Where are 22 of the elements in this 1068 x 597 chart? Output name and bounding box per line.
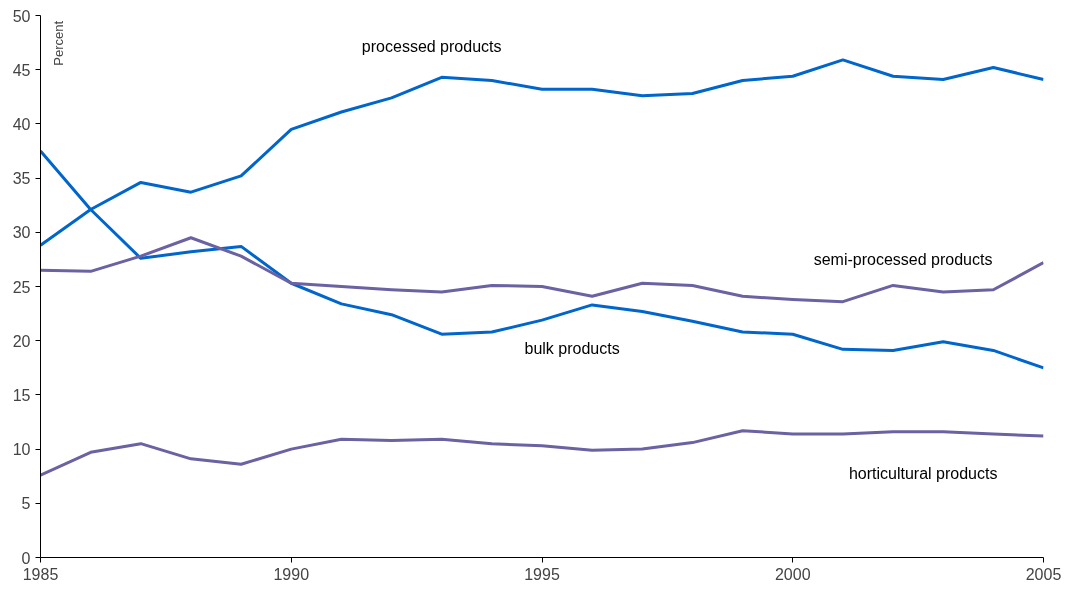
y-tick-label: 0 <box>21 549 31 567</box>
series-label: processed products <box>361 37 502 55</box>
y-tick-label: 5 <box>21 495 31 513</box>
line-series <box>40 236 1044 304</box>
x-tick-label: 2005 <box>1025 565 1062 583</box>
y-tick-label: 25 <box>12 278 31 296</box>
y-axis-title: Percent <box>50 20 66 66</box>
y-tick-label: 20 <box>12 332 31 350</box>
x-tick-label: 2000 <box>774 565 811 583</box>
series-label: bulk products <box>524 339 620 357</box>
series-label: semi-processed products <box>813 251 993 269</box>
y-tick-label: 40 <box>12 115 31 133</box>
x-tick-label: 1985 <box>22 565 59 583</box>
y-tick-label: 50 <box>12 7 31 25</box>
x-tick-label: 1995 <box>524 565 560 583</box>
series-label: horticultural products <box>848 464 998 482</box>
y-tick-label: 15 <box>12 386 31 404</box>
x-tick-label: 1990 <box>273 565 310 583</box>
y-tick-label: 10 <box>12 441 31 459</box>
y-tick-label: 30 <box>12 224 31 242</box>
y-tick-label: 45 <box>12 61 31 79</box>
y-tick-label: 35 <box>12 170 31 188</box>
